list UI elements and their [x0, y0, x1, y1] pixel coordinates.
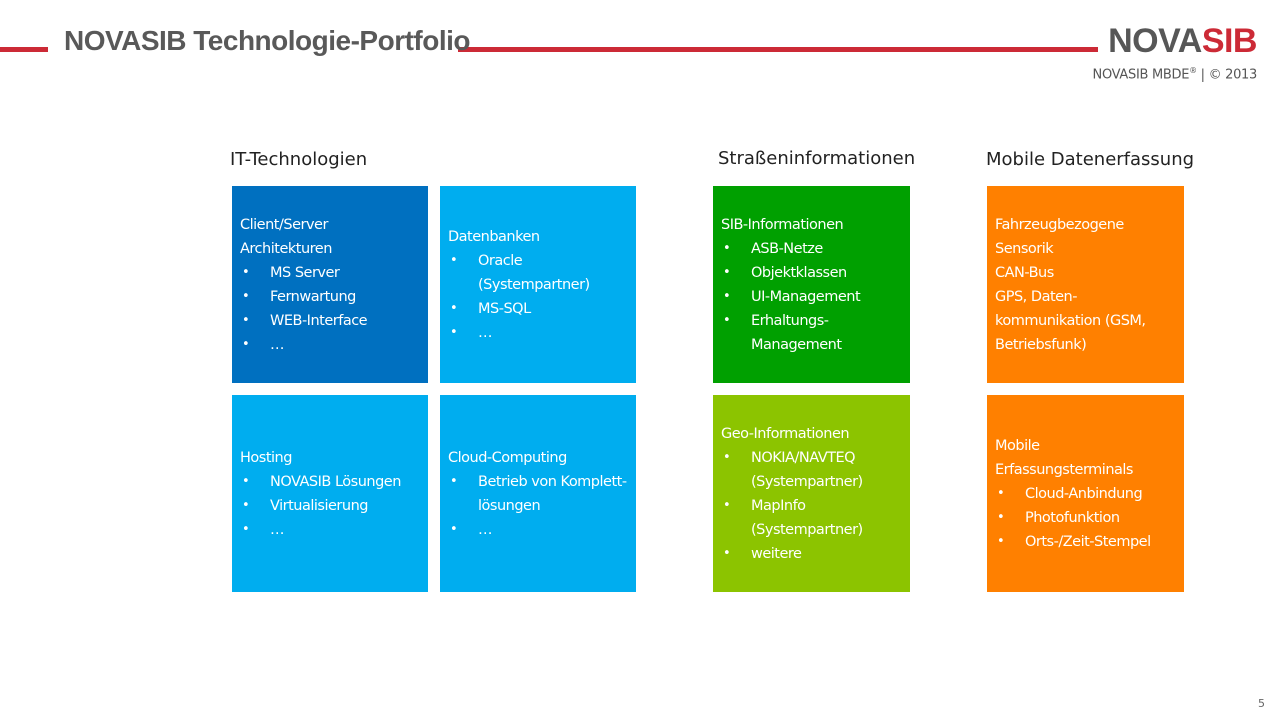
product-name: NOVASIB MBDE [1092, 67, 1190, 83]
list-item: … [448, 518, 630, 542]
tile-fahrzeugsensorik: Fahrzeugbezogene Sensorik CAN-Bus GPS, D… [987, 186, 1184, 383]
tile-list: ASB-Netze Objektklassen UI-Management Er… [721, 237, 904, 357]
list-item: Fernwartung [240, 285, 422, 309]
heading-mobile-datenerfassung: Mobile Datenerfassung [986, 149, 1195, 170]
tile-title: SIB-Informationen [721, 216, 844, 233]
list-item: Virtualisierung [240, 494, 422, 518]
list-item: Orts-/Zeit-Stempel [995, 530, 1178, 554]
list-item: WEB-Interface [240, 309, 422, 333]
list-item: UI-Management [721, 285, 904, 309]
list-item: ASB-Netze [721, 237, 904, 261]
heading-it-technologien: IT-Technologien [230, 149, 368, 170]
tile-list: NOVASIB Lösungen Virtualisierung … [240, 470, 422, 542]
tile-title: Hosting [240, 449, 292, 466]
list-item: NOVASIB Lösungen [240, 470, 422, 494]
tile-list: Oracle (Systempartner) MS-SQL … [448, 249, 630, 345]
list-item: NOKIA/NAVTEQ (Systempartner) [721, 446, 904, 494]
tile-title: Cloud-Computing [448, 449, 567, 466]
logo-text-sib: SIB [1201, 22, 1258, 60]
page-title: NOVASIB Technologie-Portfolio [64, 25, 471, 56]
list-item: Objektklassen [721, 261, 904, 285]
tile-title: Fahrzeugbezogene Sensorik CAN-Bus GPS, D… [995, 216, 1146, 353]
tile-geo-informationen: Geo-Informationen NOKIA/NAVTEQ (Systempa… [713, 395, 910, 592]
list-item: MS Server [240, 261, 422, 285]
list-item: Oracle (Systempartner) [448, 249, 630, 297]
copyright-line: NOVASIB MBDE® | © 2013 [1092, 66, 1258, 83]
header-rule-right [458, 47, 1098, 52]
tile-title: Datenbanken [448, 228, 540, 245]
list-item: Photofunktion [995, 506, 1178, 530]
copyright-text: | © 2013 [1196, 67, 1258, 83]
tile-client-server: Client/Server Architekturen MS Server Fe… [232, 186, 428, 383]
tile-datenbanken: Datenbanken Oracle (Systempartner) MS-SQ… [440, 186, 636, 383]
list-item: Erhaltungs-Management [721, 309, 904, 357]
tile-list: MS Server Fernwartung WEB-Interface … [240, 261, 422, 357]
tile-list: NOKIA/NAVTEQ (Systempartner) MapInfo (Sy… [721, 446, 904, 566]
tile-title: Client/Server Architekturen [240, 216, 332, 257]
novasib-logo: NOVASIB [1108, 22, 1257, 60]
list-item: MapInfo (Systempartner) [721, 494, 904, 542]
tile-cloud-computing: Cloud-Computing Betrieb von Komplett-lös… [440, 395, 636, 592]
tile-sib-informationen: SIB-Informationen ASB-Netze Objektklasse… [713, 186, 910, 383]
page-number: 5 [1258, 697, 1265, 710]
tile-erfassungsterminals: Mobile Erfassungsterminals Cloud-Anbindu… [987, 395, 1184, 592]
list-item: MS-SQL [448, 297, 630, 321]
tile-title: Mobile Erfassungsterminals [995, 437, 1134, 478]
list-item: Cloud-Anbindung [995, 482, 1178, 506]
tile-list: Cloud-Anbindung Photofunktion Orts-/Zeit… [995, 482, 1178, 554]
list-item: … [448, 321, 630, 345]
tile-title: Geo-Informationen [721, 425, 850, 442]
registered-mark: ® [1189, 66, 1197, 75]
list-item: weitere [721, 542, 904, 566]
header-rule-left [0, 47, 48, 52]
heading-strasseninformationen: Straßeninformationen [718, 148, 916, 169]
list-item: Betrieb von Komplett-lösungen [448, 470, 630, 518]
list-item: … [240, 518, 422, 542]
logo-text-nova: NOVA [1108, 22, 1202, 60]
tile-hosting: Hosting NOVASIB Lösungen Virtualisierung… [232, 395, 428, 592]
tile-list: Betrieb von Komplett-lösungen … [448, 470, 630, 542]
list-item: … [240, 333, 422, 357]
